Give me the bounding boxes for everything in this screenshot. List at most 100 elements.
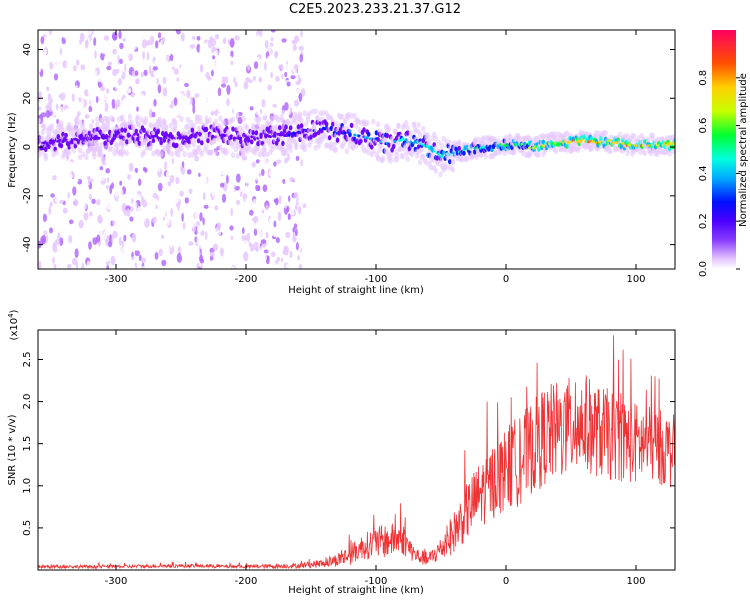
noise-blob (215, 171, 219, 180)
noise-blob (177, 201, 180, 212)
noise-blob (59, 187, 64, 197)
ridge-halo (405, 155, 410, 162)
ridge-halo (185, 116, 190, 123)
noise-blob (163, 46, 166, 52)
noise-blob (73, 65, 77, 72)
noise-blob (107, 96, 113, 102)
ridge-halo (106, 120, 111, 127)
noise-blob (62, 207, 68, 214)
noise-blob (180, 63, 186, 70)
ridge-halo (92, 146, 97, 153)
noise-blob (164, 55, 170, 62)
noise-blob (119, 42, 124, 50)
ridge-halo (308, 138, 314, 145)
noise-blob (290, 185, 294, 193)
noise-blob (273, 161, 277, 167)
noise-blob (330, 30, 333, 35)
noise-blob (151, 208, 155, 214)
noise-blob (169, 53, 174, 62)
noise-blob (284, 110, 288, 121)
noise-blob (121, 202, 127, 213)
noise-blob (134, 154, 140, 163)
noise-blob (50, 193, 55, 198)
noise-blob (95, 40, 99, 51)
noise-blob (54, 73, 58, 81)
noise-blob (247, 259, 251, 265)
ridge-halo (377, 147, 382, 154)
noise-blob (70, 55, 76, 62)
ridge-halo (262, 151, 267, 158)
ridge-halo (393, 128, 398, 135)
ridge-halo (118, 140, 123, 147)
bottom-plot-frame (37, 329, 676, 571)
ridge-halo (252, 149, 257, 156)
noise-blob (51, 56, 56, 65)
noise-blob (298, 263, 303, 269)
noise-blob (264, 76, 268, 87)
noise-blob (213, 200, 217, 206)
noise-blob (87, 175, 91, 186)
ridge-halo (371, 148, 376, 155)
ridge-point (64, 132, 68, 138)
noise-blob (233, 76, 236, 84)
noise-blob (171, 158, 175, 165)
ridge-core (273, 134, 277, 138)
noise-blob (152, 216, 157, 224)
noise-blob (221, 30, 227, 37)
noise-blob (141, 249, 147, 259)
noise-blob (221, 83, 226, 88)
noise-blob (195, 248, 201, 258)
noise-blob (266, 256, 270, 262)
ridge-halo (88, 123, 94, 130)
ridge-halo (375, 121, 381, 128)
noise-blob (268, 194, 273, 199)
noise-blob (277, 69, 282, 75)
ridge-point (254, 130, 259, 136)
ridge-halo (49, 123, 55, 130)
noise-blob (81, 262, 85, 269)
colorbar (712, 30, 736, 269)
ridge-halo (438, 171, 443, 178)
noise-blob (230, 235, 234, 241)
ridge-halo (218, 115, 223, 122)
noise-blob (189, 39, 196, 45)
x-tick-label: -100 (365, 274, 388, 285)
noise-blob (329, 182, 333, 188)
ridge-halo (168, 122, 173, 129)
noise-blob (141, 39, 147, 49)
ridge-core (587, 140, 591, 144)
bottom-y-axis-label: SNR (10 * v/v) (7, 414, 18, 485)
noise-blob (109, 234, 112, 244)
noise-blob (134, 215, 140, 224)
ridge-halo (414, 152, 420, 159)
noise-blob (244, 219, 250, 228)
snr-line-plot (38, 335, 675, 570)
ridge-point (376, 136, 380, 142)
ridge-halo (146, 128, 151, 135)
noise-blob (62, 253, 65, 260)
ridge-halo (70, 142, 75, 149)
ridge-point (278, 125, 282, 131)
noise-blob (55, 195, 61, 204)
ridge-halo (631, 132, 637, 139)
noise-blob (265, 231, 269, 239)
noise-blob (118, 30, 122, 40)
noise-blob (198, 94, 204, 103)
ridge-core (365, 136, 369, 140)
noise-blob (157, 165, 161, 172)
noise-blob (132, 175, 137, 181)
ridge-halo (71, 147, 77, 154)
noise-blob (305, 157, 309, 163)
ridge-halo (224, 149, 229, 156)
noise-blob (312, 253, 315, 259)
noise-blob (325, 181, 329, 187)
ridge-point (309, 134, 313, 140)
ridge-halo (371, 118, 376, 125)
ridge-halo (608, 148, 613, 155)
ridge-halo (191, 122, 197, 129)
noise-blob (153, 99, 157, 107)
noise-blob (300, 30, 303, 38)
noise-blob (282, 178, 286, 184)
ridge-point (125, 139, 129, 145)
noise-blob (235, 199, 241, 205)
